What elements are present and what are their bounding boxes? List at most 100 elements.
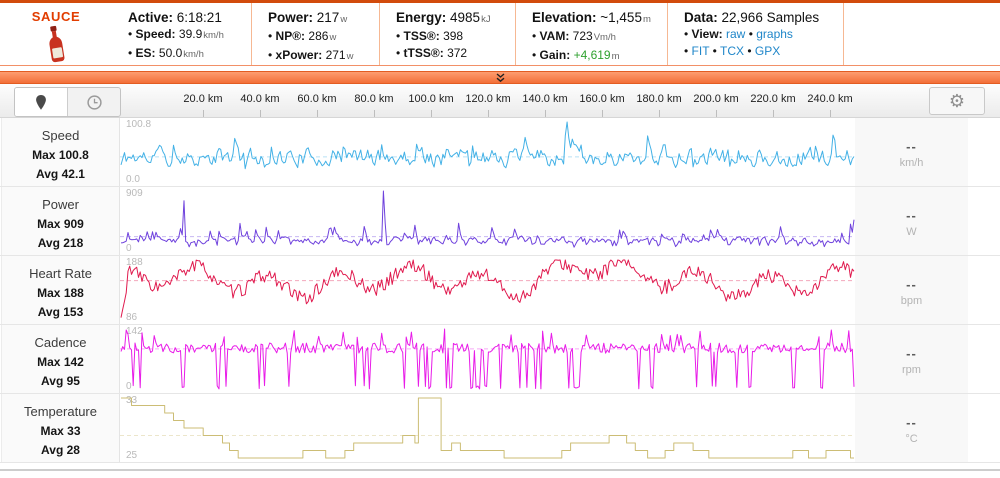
- view-graphs-link[interactable]: graphs: [745, 27, 793, 41]
- chart-row: Power Max 909 Avg 218 909 0 -- W: [0, 187, 1000, 256]
- stat-speed-value: 39.9: [178, 27, 203, 41]
- chart-line: [120, 328, 855, 390]
- stat-active-value: 6:18:21: [176, 10, 222, 25]
- stat-col-data: Data: 22,966 Samples View: rawgraphs FIT…: [668, 3, 844, 65]
- chart-line: [120, 121, 855, 170]
- chart-max-label: Max 100.8: [32, 148, 89, 162]
- x-tick-mark: [716, 110, 717, 117]
- stat-vam-value: 723: [572, 29, 593, 43]
- x-tick-mark: [203, 110, 204, 117]
- chart-title: Heart Rate: [29, 266, 92, 281]
- collapse-bar[interactable]: [0, 71, 1000, 84]
- stat-ttss-value: 372: [447, 45, 468, 60]
- current-value-panel: -- km/h: [855, 118, 968, 186]
- y-axis-min-label: 86: [126, 312, 138, 323]
- stat-xpower-unit: w: [346, 50, 354, 62]
- chart-avg-label: Avg 28: [41, 443, 80, 457]
- x-tick-mark: [260, 110, 261, 117]
- row-label-panel: Heart Rate Max 188 Avg 153: [1, 256, 120, 324]
- stat-tss-value: 398: [443, 29, 464, 43]
- stat-energy-label: Energy:: [396, 10, 447, 25]
- current-value-unit: km/h: [899, 157, 924, 169]
- chart-plot[interactable]: 188 86: [120, 256, 855, 324]
- stat-vam-label: VAM:: [539, 29, 570, 43]
- stat-elevation-value: ~1,455: [600, 10, 642, 25]
- summary-header: SAUCE Active: 6:18:21 Speed: 39.9km/h ES…: [0, 0, 1000, 66]
- stat-power-value: 217: [316, 10, 340, 25]
- stat-es-label: ES:: [135, 45, 156, 60]
- row-label-panel: Speed Max 100.8 Avg 42.1: [1, 118, 120, 186]
- x-tick-mark: [830, 110, 831, 117]
- current-value: --: [906, 208, 917, 223]
- stat-energy-value: 4985: [450, 10, 481, 25]
- bottom-divider: [0, 469, 1000, 471]
- current-value-panel: -- °C: [855, 394, 968, 462]
- chart-line: [120, 259, 855, 318]
- stat-col-active: Active: 6:18:21 Speed: 39.9km/h ES: 50.0…: [112, 3, 252, 65]
- stat-vam-unit: Vm/h: [593, 32, 616, 43]
- stat-gain-label: Gain:: [539, 47, 571, 62]
- y-axis-max-label: 100.8: [126, 119, 152, 130]
- clock-icon: [86, 94, 102, 110]
- double-chevron-down-icon: [496, 72, 504, 82]
- chart-plot[interactable]: 909 0: [120, 187, 855, 255]
- current-value-unit: bpm: [900, 295, 923, 307]
- stat-ttss-label: tTSS®:: [403, 45, 444, 60]
- stat-gain-value: +4,619: [573, 47, 611, 62]
- current-value-unit: W: [906, 226, 917, 238]
- settings-button[interactable]: ⚙: [929, 87, 985, 115]
- stat-data-value: 22,966 Samples: [721, 10, 820, 25]
- chart-plot[interactable]: 142 0: [120, 325, 855, 393]
- stat-power-unit: w: [340, 14, 348, 25]
- stat-gain-unit: m: [611, 50, 620, 62]
- view-label: View:: [691, 27, 723, 41]
- x-tick-label: 120.0 km: [465, 93, 511, 105]
- distance-mode-button[interactable]: [15, 88, 67, 116]
- stat-elevation-label: Elevation:: [532, 10, 597, 25]
- gpx-download-link[interactable]: GPX: [744, 44, 780, 58]
- chart-avg-label: Avg 153: [37, 305, 84, 319]
- current-value: --: [906, 277, 917, 292]
- chart-max-label: Max 909: [37, 217, 84, 231]
- y-axis-min-label: 0: [126, 243, 132, 254]
- chart-max-label: Max 188: [37, 286, 84, 300]
- chart-row: Temperature Max 33 Avg 28 33 25 -- °C: [0, 394, 1000, 463]
- stat-es-unit: km/h: [183, 48, 204, 60]
- x-tick-label: 140.0 km: [522, 93, 568, 105]
- x-tick-label: 160.0 km: [579, 93, 625, 105]
- y-axis-min-label: 0: [126, 381, 132, 392]
- x-tick-mark: [659, 110, 660, 117]
- x-tick-label: 180.0 km: [636, 93, 682, 105]
- current-value-unit: rpm: [902, 364, 921, 376]
- chart-row: Cadence Max 142 Avg 95 142 0 -- rpm: [0, 325, 1000, 394]
- chart-line: [121, 397, 854, 459]
- y-axis-min-label: 25: [126, 450, 138, 461]
- y-axis-max-label: 188: [126, 257, 143, 268]
- chart-plot[interactable]: 100.8 0.0: [120, 118, 855, 186]
- chart-title: Cadence: [34, 335, 87, 350]
- stat-np-unit: w: [329, 32, 337, 43]
- stat-data-label: Data:: [684, 10, 718, 25]
- view-raw-link[interactable]: raw: [726, 27, 746, 41]
- sauce-logo-text: SAUCE: [31, 9, 81, 24]
- current-value-panel: -- bpm: [855, 256, 968, 324]
- tcx-download-link[interactable]: TCX: [709, 44, 744, 58]
- current-value-panel: -- W: [855, 187, 968, 255]
- x-tick-mark: [488, 110, 489, 117]
- x-tick-mark: [545, 110, 546, 117]
- y-axis-max-label: 142: [126, 326, 143, 337]
- x-tick-mark: [317, 110, 318, 117]
- y-axis-max-label: 909: [126, 188, 143, 199]
- stat-speed-label: Speed:: [135, 27, 176, 41]
- current-value: --: [906, 139, 917, 154]
- time-mode-button[interactable]: [67, 88, 120, 116]
- chart-max-label: Max 33: [40, 424, 81, 438]
- fit-download-link[interactable]: FIT: [691, 43, 710, 58]
- current-value-unit: °C: [905, 433, 918, 445]
- sauce-logo[interactable]: SAUCE: [0, 3, 112, 65]
- x-tick-mark: [773, 110, 774, 117]
- x-tick-label: 200.0 km: [693, 93, 739, 105]
- stat-elevation-unit: m: [642, 14, 651, 25]
- x-tick-label: 240.0 km: [807, 93, 853, 105]
- chart-plot[interactable]: 33 25: [120, 394, 855, 462]
